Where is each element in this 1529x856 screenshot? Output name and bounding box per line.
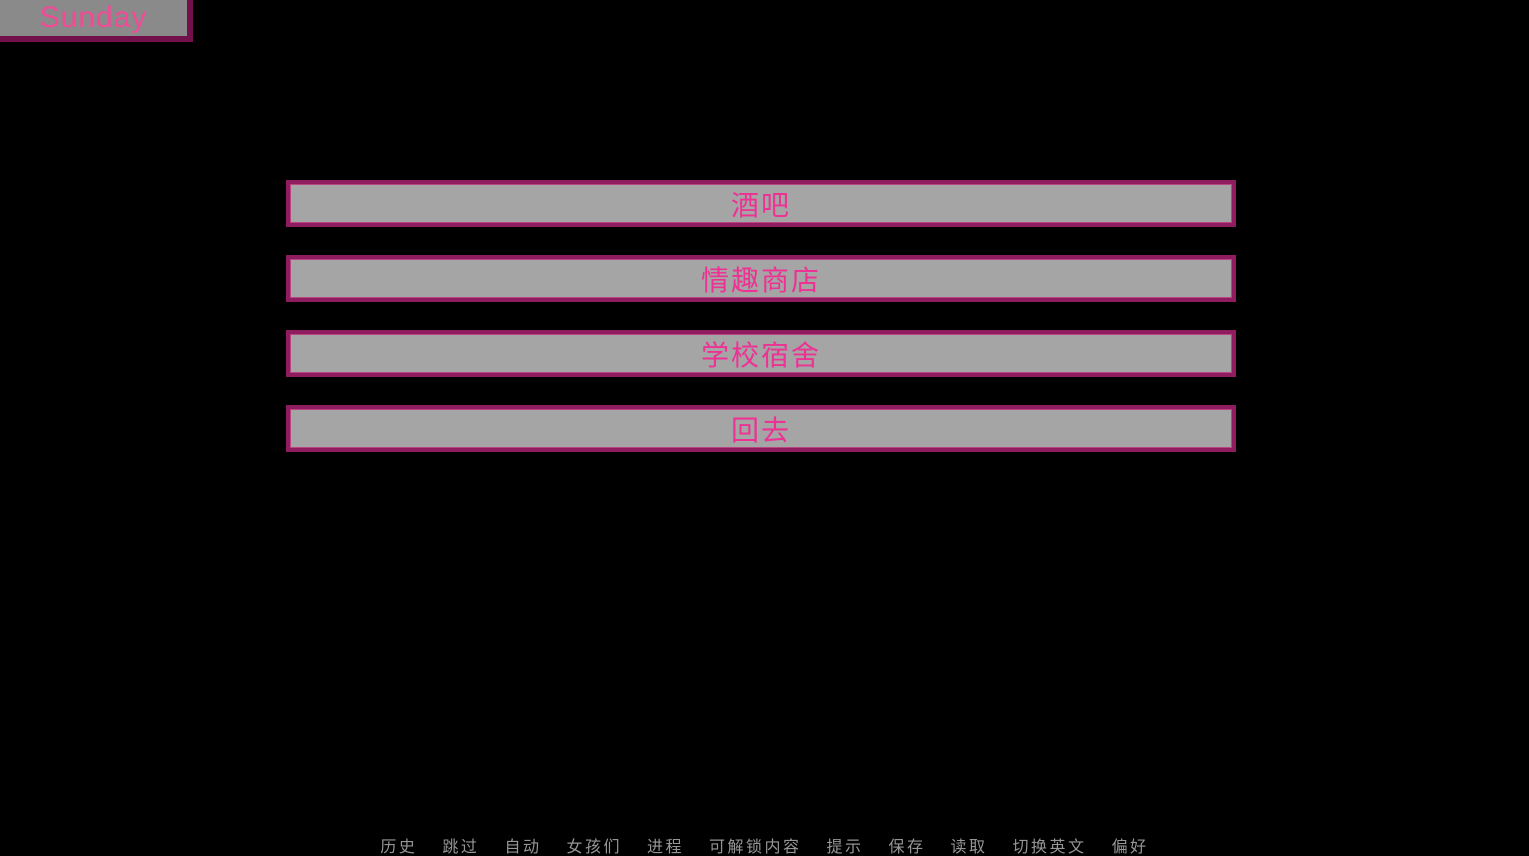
quickmenu-history[interactable]: 历史 — [380, 839, 418, 856]
choice-button-go-back-label: 回去 — [730, 414, 791, 446]
day-banner: Sunday — [0, 0, 193, 42]
quickmenu-unlockables[interactable]: 可解锁内容 — [708, 839, 802, 856]
choice-menu: 酒吧 情趣商店 学校宿舍 回去 — [286, 180, 1236, 452]
quickmenu-save[interactable]: 保存 — [888, 839, 926, 856]
quickmenu-switch-english[interactable]: 切换英文 — [1012, 839, 1087, 856]
choice-button-school-dorm-label: 学校宿舍 — [700, 339, 821, 371]
day-banner-label: Sunday — [39, 1, 148, 34]
choice-button-go-back[interactable]: 回去 — [286, 405, 1236, 452]
quickmenu-preferences[interactable]: 偏好 — [1111, 839, 1149, 856]
choice-button-sex-shop-label: 情趣商店 — [700, 264, 821, 296]
quickmenu-auto[interactable]: 自动 — [504, 839, 542, 856]
choice-button-sex-shop[interactable]: 情趣商店 — [286, 255, 1236, 302]
choice-button-bar[interactable]: 酒吧 — [286, 180, 1236, 227]
quick-menu: 历史 跳过 自动 女孩们 进程 可解锁内容 提示 保存 读取 切换英文 偏好 — [380, 833, 1148, 856]
quickmenu-skip[interactable]: 跳过 — [442, 839, 480, 856]
choice-button-school-dorm[interactable]: 学校宿舍 — [286, 330, 1236, 377]
quickmenu-load[interactable]: 读取 — [950, 839, 988, 856]
quickmenu-progress[interactable]: 进程 — [646, 839, 684, 856]
choice-button-bar-label: 酒吧 — [730, 189, 791, 221]
quickmenu-hints[interactable]: 提示 — [826, 839, 864, 856]
quickmenu-girls[interactable]: 女孩们 — [566, 839, 622, 856]
